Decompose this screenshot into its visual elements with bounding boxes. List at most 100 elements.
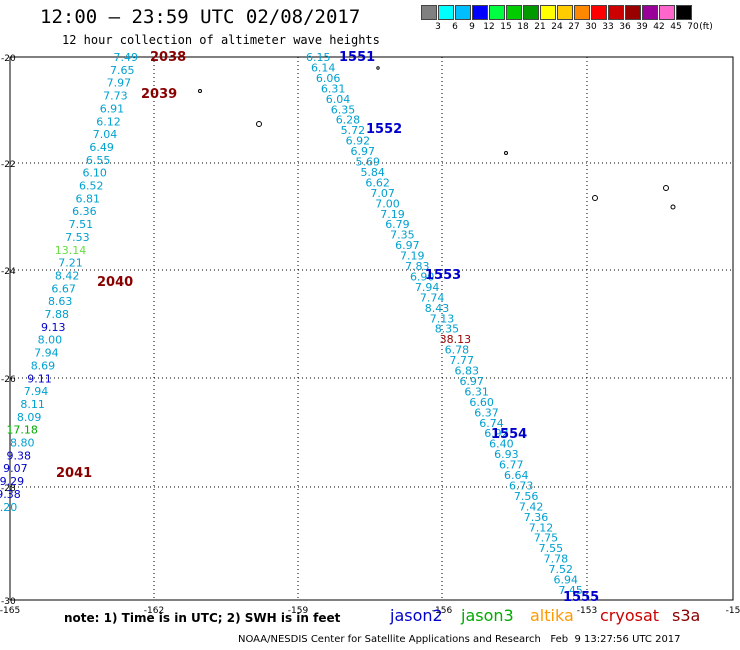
pass-time-label: 2041	[56, 466, 92, 481]
swh-value-right: 7.12	[529, 521, 554, 534]
swh-value-right: 7.13	[430, 312, 455, 325]
colorbar-label: 30	[585, 22, 597, 32]
swh-value-right: 7.55	[539, 542, 564, 555]
swh-value-right: 6.90	[410, 270, 435, 283]
swh-value-left: 7.97	[107, 77, 132, 90]
colorbar-label: 12	[483, 22, 495, 32]
colorbar-label: 21	[534, 22, 546, 32]
swh-value-left: 9.07	[3, 462, 28, 475]
satellite-legend-item: cryosat	[600, 606, 660, 625]
swh-value-right: 6.06	[316, 72, 341, 85]
swh-value-right: 7.42	[519, 500, 544, 513]
swh-value-left: 7.04	[93, 128, 118, 141]
colorbar-label: 9	[469, 22, 475, 32]
colorbar-swatch	[489, 5, 505, 20]
swh-value-right: 6.92	[346, 135, 371, 148]
island-outline	[198, 89, 202, 93]
colorbar-label: 3	[435, 22, 441, 32]
swh-value-right: 6.78	[445, 344, 470, 357]
island-outline	[663, 185, 669, 191]
island-outline	[504, 151, 508, 155]
swh-value-left: 7.21	[58, 257, 83, 270]
colorbar-swatch	[472, 5, 488, 20]
swh-value-left: 6.49	[89, 141, 114, 154]
swh-value-right: 6.77	[499, 459, 524, 472]
colorbar-label: 70	[687, 22, 699, 32]
swh-value-left: 7.49	[114, 51, 139, 64]
swh-value-left: 8.11	[20, 398, 45, 411]
colorbar-label: 6	[452, 22, 458, 32]
swh-value-right: 6.94	[554, 574, 579, 587]
colorbar-swatch	[557, 5, 573, 20]
map-frame	[9, 56, 734, 601]
pass-time-label: 1555	[563, 590, 599, 605]
swh-value-right: 6.92	[484, 427, 509, 440]
swh-value-left: 6.81	[76, 192, 101, 205]
colorbar-swatch	[574, 5, 590, 20]
swh-value-right: 6.35	[331, 103, 356, 116]
island-outline	[256, 121, 262, 127]
swh-value-right: 7.83	[405, 260, 430, 273]
swh-value-left: 7.94	[24, 385, 49, 398]
lat-tick-label: -24	[1, 267, 16, 277]
map-subtitle: 12 hour collection of altimeter wave hei…	[62, 33, 380, 47]
pass-time-label: 1552	[366, 122, 402, 137]
swh-value-right: 6.93	[494, 448, 518, 461]
swh-value-left: 8.80	[10, 437, 35, 450]
swh-value-right: 6.97	[459, 375, 484, 388]
colorbar-swatch	[659, 5, 675, 20]
swh-value-left: 17.18	[6, 424, 38, 437]
colorbar-swatch	[455, 5, 471, 20]
swh-value-right: 8.43	[425, 302, 450, 315]
swh-value-right: 7.56	[514, 490, 539, 503]
lon-tick-label: -15	[726, 606, 740, 616]
swh-value-right: 7.94	[415, 281, 440, 294]
swh-value-left: 7.94	[34, 347, 59, 360]
swh-value-left: 9.29	[0, 475, 24, 488]
satellite-legend-item: altika	[530, 606, 574, 625]
swh-value-left: 8.09	[17, 411, 42, 424]
swh-value-right: 6.37	[474, 406, 499, 419]
swh-value-left: 6.67	[51, 282, 76, 295]
pass-time-label: 1554	[491, 427, 527, 442]
colorbar-swatch	[676, 5, 692, 20]
satellite-legend-item: jason2	[390, 606, 443, 625]
colorbar-label: 39	[636, 22, 648, 32]
swh-value-left: 7.88	[45, 308, 70, 321]
colorbar-swatch	[625, 5, 641, 20]
swh-value-right: 7.35	[390, 229, 415, 242]
pass-time-label: 2040	[97, 275, 133, 290]
satellite-legend-item: jason3	[461, 606, 514, 625]
swh-value-left: 6.12	[96, 115, 121, 128]
lon-tick-label: -162	[144, 606, 164, 616]
swh-value-right: 6.62	[365, 176, 390, 189]
colorbar-swatch	[421, 5, 437, 20]
colorbar-label: 33	[602, 22, 614, 32]
swh-value-left: 13.14	[55, 244, 87, 257]
swh-value-right: 6.31	[321, 82, 346, 95]
lon-tick-label: -165	[0, 606, 20, 616]
swh-value-right: 6.97	[351, 145, 376, 158]
island-outline	[592, 195, 598, 201]
swh-value-right: 8.35	[435, 323, 460, 336]
pass-time-label: 2038	[150, 50, 186, 65]
footer-credit: NOAA/NESDIS Center for Satellite Applica…	[238, 634, 681, 645]
swh-value-right: 7.75	[534, 532, 559, 545]
swh-value-left: 6.36	[72, 205, 97, 218]
lon-tick-label: -159	[288, 606, 309, 616]
swh-value-right: 6.74	[479, 417, 504, 430]
lat-tick-label: -20	[1, 54, 16, 64]
colorbar-swatch	[438, 5, 454, 20]
colorbar-swatch	[540, 5, 556, 20]
colorbar-label: 27	[568, 22, 580, 32]
pass-time-label: 1551	[339, 50, 375, 65]
swh-value-left: 6.55	[86, 154, 111, 167]
swh-value-right: 7.45	[558, 584, 583, 597]
swh-value-right: 7.77	[450, 354, 475, 367]
colorbar-swatch	[591, 5, 607, 20]
swh-value-right: 6.40	[489, 438, 514, 451]
colorbar-unit: (ft)	[699, 22, 713, 32]
swh-value-right: 6.73	[509, 479, 534, 492]
swh-value-right: 6.83	[455, 365, 480, 378]
swh-value-right: 6.28	[336, 114, 361, 127]
